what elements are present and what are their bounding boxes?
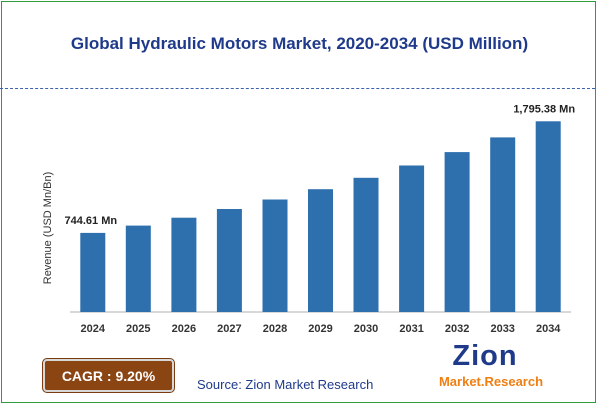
- bar-2028: [262, 199, 288, 312]
- x-tick-2032: 2032: [445, 323, 469, 335]
- title-divider: [0, 88, 595, 89]
- bar-2032: [444, 152, 470, 312]
- x-tick-2027: 2027: [217, 323, 241, 335]
- cagr-badge: CAGR : 9.20%: [43, 359, 174, 392]
- source-note: Source: Zion Market Research: [197, 377, 374, 392]
- bar-2030: [353, 177, 379, 312]
- data-labels: 744.61 Mn 1,795.38 Mn: [65, 103, 576, 227]
- x-tick-2034: 2034: [536, 323, 561, 335]
- zion-logo: Zion Market.Research: [439, 341, 543, 389]
- x-tick-labels: 2024 2025 2026 2027 2028 2029 2030 2031 2032 2033…: [81, 323, 562, 335]
- bar-2031: [399, 165, 425, 312]
- bars-group: [80, 121, 561, 312]
- bar-2027: [216, 209, 242, 312]
- bar-2033: [490, 137, 516, 312]
- y-axis-label: Revenue (USD Mn/Bn): [42, 172, 54, 285]
- x-tick-2026: 2026: [172, 323, 196, 335]
- bar-2034: [535, 121, 561, 312]
- x-tick-2028: 2028: [263, 323, 287, 335]
- data-label-2034: 1,795.38 Mn: [513, 103, 575, 115]
- bar-2029: [308, 189, 333, 312]
- x-tick-2029: 2029: [308, 323, 332, 335]
- chart-title: Global Hydraulic Motors Market, 2020-203…: [70, 34, 529, 53]
- logo-subtext: Market.Research: [439, 374, 543, 389]
- bar-2026: [171, 217, 197, 312]
- x-tick-2031: 2031: [399, 323, 423, 335]
- x-tick-2030: 2030: [354, 323, 378, 335]
- data-label-2024: 744.61 Mn: [65, 215, 118, 227]
- x-tick-2024: 2024: [81, 323, 106, 335]
- logo-wordmark: Zion: [452, 341, 517, 372]
- x-tick-2033: 2033: [490, 323, 514, 335]
- bar-2024: [80, 232, 106, 312]
- bar-2025: [125, 225, 151, 312]
- x-tick-2025: 2025: [126, 323, 150, 335]
